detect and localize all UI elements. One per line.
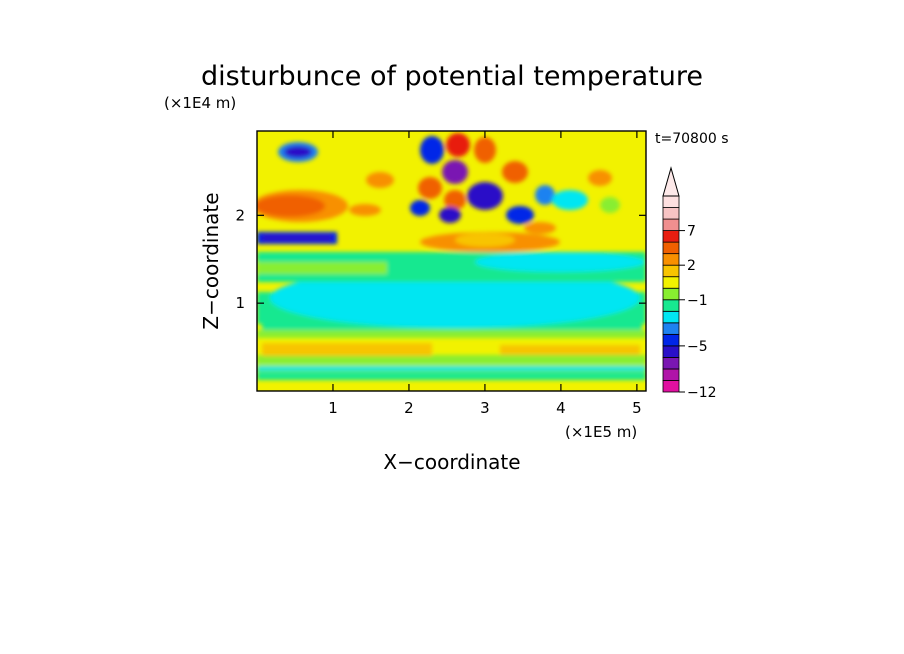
colorbar-swatch [662, 368, 680, 381]
plot-frame [256, 130, 647, 392]
colorbar-swatch [662, 287, 680, 301]
colorbar-tick-label: 2 [687, 258, 696, 274]
y-tick-label: 1 [235, 294, 245, 312]
chart-title: disturbunce of potential temperature [201, 61, 703, 92]
colorbar-tick-label: −1 [687, 293, 708, 309]
colorbar-swatch [662, 195, 680, 208]
colorbar-swatch [662, 333, 680, 347]
colorbar-swatch [662, 230, 680, 243]
colorbar-swatch [662, 310, 680, 324]
y-scale-label: (×1E4 m) [164, 94, 236, 112]
y-tick-label: 2 [235, 206, 245, 224]
x-tick-label: 1 [328, 399, 338, 417]
time-label: t=70800 s [655, 131, 729, 147]
x-tick-label: 4 [556, 399, 566, 417]
x-tick-label: 5 [632, 399, 642, 417]
colorbar: 7 2 −1 −5 −12 [662, 166, 717, 401]
colorbar-swatch [662, 207, 680, 220]
colorbar-swatch [662, 276, 680, 289]
colorbar-swatch [662, 322, 680, 335]
colorbar-swatch [662, 380, 680, 393]
colorbar-swatch [662, 253, 680, 266]
y-axis: 12 [235, 206, 646, 312]
colorbar-swatch [662, 218, 680, 231]
x-tick-label: 2 [404, 399, 414, 417]
colorbar-extend-arrow [662, 166, 680, 197]
colorbar-swatch [662, 357, 680, 370]
colorbar-swatch [662, 345, 680, 358]
colorbar-swatch [662, 264, 680, 278]
colorbar-tick-label: 7 [687, 224, 696, 240]
x-scale-label: (×1E5 m) [565, 423, 637, 441]
x-axis-label: X−coordinate [383, 450, 520, 474]
x-tick-label: 3 [480, 399, 490, 417]
colorbar-swatch [662, 299, 680, 312]
colorbar-tick-label: −12 [687, 385, 717, 401]
contour-field [257, 131, 646, 391]
x-axis: 1 2 3 4 5 [328, 131, 642, 417]
y-axis-label: Z−coordinate [199, 192, 223, 329]
colorbar-swatch [662, 241, 680, 255]
colorbar-tick-label: −5 [687, 339, 708, 355]
